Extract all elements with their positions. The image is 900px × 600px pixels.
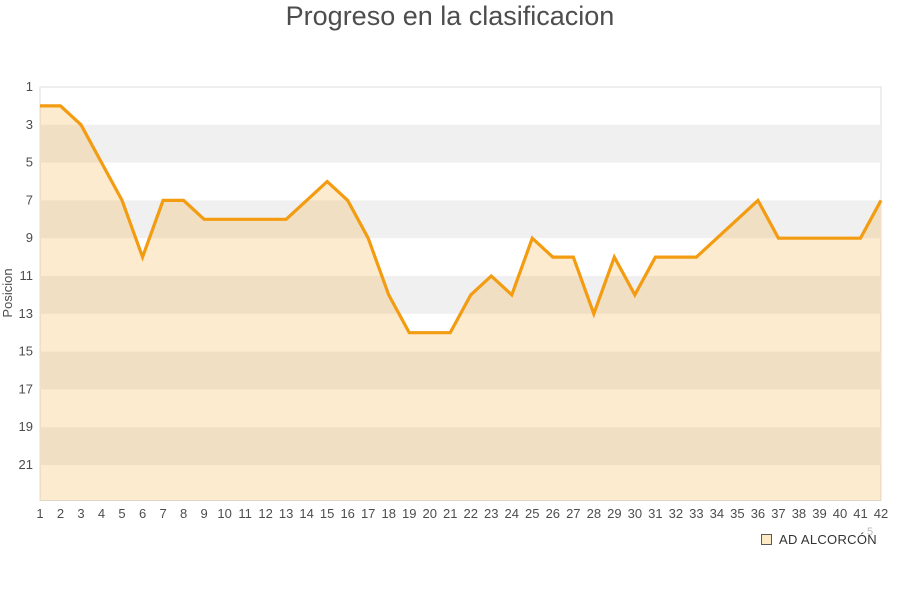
- svg-text:41: 41: [853, 506, 867, 521]
- svg-text:13: 13: [279, 506, 293, 521]
- svg-text:25: 25: [525, 506, 539, 521]
- svg-text:9: 9: [26, 230, 33, 245]
- svg-text:23: 23: [484, 506, 498, 521]
- svg-text:2: 2: [57, 506, 64, 521]
- svg-text:22: 22: [464, 506, 478, 521]
- svg-text:3: 3: [26, 117, 33, 132]
- svg-text:11: 11: [238, 506, 252, 521]
- svg-text:18: 18: [381, 506, 395, 521]
- svg-text:29: 29: [607, 506, 621, 521]
- svg-text:17: 17: [361, 506, 375, 521]
- svg-text:6: 6: [139, 506, 146, 521]
- svg-text:12: 12: [258, 506, 272, 521]
- svg-text:39: 39: [812, 506, 826, 521]
- svg-text:36: 36: [751, 506, 765, 521]
- svg-text:26: 26: [546, 506, 560, 521]
- svg-text:9: 9: [200, 506, 207, 521]
- svg-text:5: 5: [118, 506, 125, 521]
- svg-text:34: 34: [710, 506, 724, 521]
- svg-text:16: 16: [340, 506, 354, 521]
- svg-text:35: 35: [730, 506, 744, 521]
- svg-text:10: 10: [217, 506, 231, 521]
- svg-text:20: 20: [422, 506, 436, 521]
- svg-text:1: 1: [36, 506, 43, 521]
- svg-text:33: 33: [689, 506, 703, 521]
- svg-text:15: 15: [320, 506, 334, 521]
- svg-text:21: 21: [443, 506, 457, 521]
- svg-text:24: 24: [505, 506, 519, 521]
- svg-text:3: 3: [77, 506, 84, 521]
- svg-text:19: 19: [402, 506, 416, 521]
- svg-text:32: 32: [669, 506, 683, 521]
- svg-text:42: 42: [874, 506, 888, 521]
- svg-text:27: 27: [566, 506, 580, 521]
- svg-text:21: 21: [19, 457, 33, 472]
- svg-text:Posicion: Posicion: [0, 268, 15, 317]
- svg-text:17: 17: [19, 381, 33, 396]
- svg-text:38: 38: [792, 506, 806, 521]
- svg-text:7: 7: [159, 506, 166, 521]
- svg-text:4: 4: [98, 506, 105, 521]
- svg-text:8: 8: [180, 506, 187, 521]
- svg-text:19: 19: [19, 419, 33, 434]
- svg-text:7: 7: [26, 192, 33, 207]
- svg-text:15: 15: [19, 344, 33, 359]
- svg-text:11: 11: [20, 268, 34, 283]
- svg-text:28: 28: [587, 506, 601, 521]
- svg-text:5: 5: [26, 155, 33, 170]
- svg-text:13: 13: [19, 306, 33, 321]
- svg-text:31: 31: [648, 506, 662, 521]
- svg-text:14: 14: [299, 506, 313, 521]
- svg-text:1: 1: [26, 79, 33, 94]
- svg-text:37: 37: [771, 506, 785, 521]
- svg-text:30: 30: [628, 506, 642, 521]
- svg-text:40: 40: [833, 506, 847, 521]
